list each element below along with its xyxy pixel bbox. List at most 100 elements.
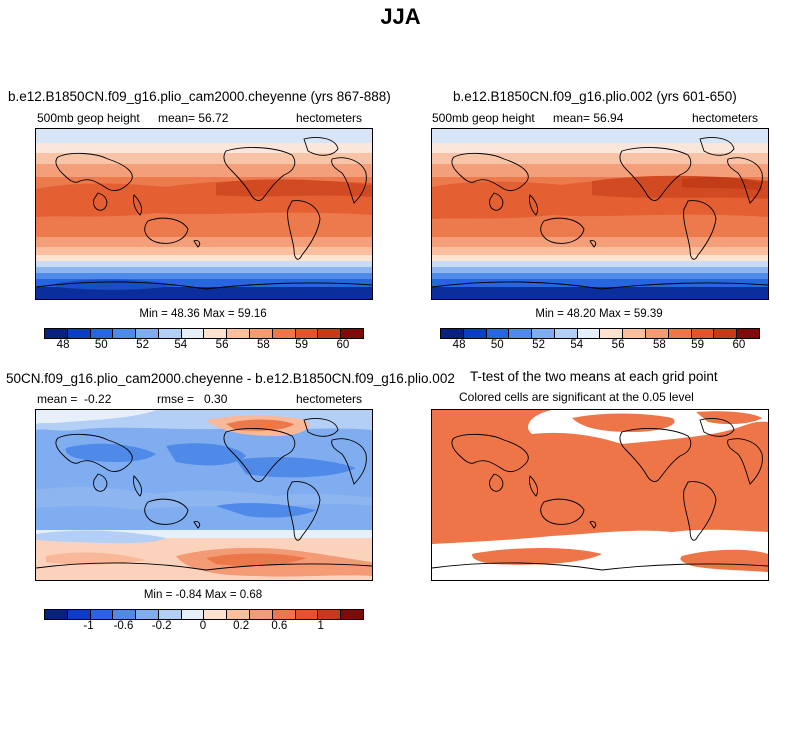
figure-title: JJA (380, 4, 421, 29)
cbar3-tick: 0 (199, 620, 207, 632)
colorbar-swatch (531, 329, 554, 338)
cbar2-tick: 60 (732, 339, 746, 351)
panel2-title: b.e12.B1850CN.f09_g16.plio.002 (yrs 601-… (453, 89, 737, 104)
panel4-map (431, 409, 769, 581)
colorbar-swatch (203, 610, 227, 619)
panel3-min-label: Min = (143, 589, 173, 601)
colorbar-swatch (66, 610, 90, 619)
panel1-units: hectometers (296, 111, 363, 125)
panel1-max-label: Max = (203, 308, 235, 320)
colorbar-swatch (508, 329, 532, 338)
panel2-variable: 500mb geop height (432, 111, 535, 125)
panel2-colorbar-labels: 48 50 52 54 56 58 59 60 (440, 339, 758, 353)
panel1-mean: mean= 56.72 (158, 111, 228, 125)
colorbar-swatch (271, 610, 295, 619)
colorbar-swatch (622, 329, 646, 338)
cbar3-tick: 0.2 (233, 620, 250, 632)
colorbar-swatch (294, 329, 318, 338)
cbar1-tick: 59 (295, 339, 308, 351)
colorbar-swatch (441, 329, 463, 338)
panel2-map-svg (432, 129, 768, 299)
panel3-units: hectometers (296, 392, 363, 406)
panel2-map (431, 128, 769, 300)
cbar2-tick: 56 (611, 339, 625, 351)
colorbar-swatch (294, 610, 318, 619)
panel2-minmax: Min = 48.20 Max = 59.39 (431, 308, 767, 320)
panel4-subtitle: Colored cells are significant at the 0.0… (459, 390, 694, 404)
colorbar-swatch (157, 610, 181, 619)
cbar3-tick: -0.2 (151, 620, 172, 632)
panel3-mean: mean = -0.22 (37, 392, 111, 406)
panel3-map-svg (36, 410, 372, 580)
cbar2-tick: 48 (452, 339, 466, 351)
panel3-max-value: 0.68 (239, 589, 263, 601)
panel2-min-label: Min = (535, 308, 564, 320)
panel1-variable: 500mb geop height (37, 111, 140, 125)
colorbar-swatch (89, 329, 113, 338)
cbar3-tick: 0.6 (271, 620, 288, 632)
colorbar-swatch (553, 329, 577, 338)
panel1-map (35, 128, 373, 300)
colorbar-swatch (249, 329, 272, 338)
cbar2-tick: 52 (532, 339, 545, 351)
colorbar-swatch (340, 610, 363, 619)
cbar2-tick: 59 (691, 339, 704, 351)
colorbar-swatch (317, 329, 341, 338)
colorbar-swatch (135, 329, 158, 338)
colorbar-swatch (690, 329, 714, 338)
panel3-colorbar (44, 609, 364, 620)
cbar2-tick: 58 (653, 339, 666, 351)
panel2-max-label: Max = (599, 308, 631, 320)
panel1-minmax: Min = 48.36 Max = 59.16 (35, 308, 371, 320)
colorbar-swatch (645, 329, 668, 338)
cbar1-tick: 52 (136, 339, 149, 351)
colorbar-swatch (317, 610, 341, 619)
cbar1-tick: 50 (94, 339, 108, 351)
panel1-min-label: Min = (139, 308, 168, 320)
panel1-colorbar (44, 328, 364, 339)
cbar2-tick: 54 (570, 339, 584, 351)
panel1-map-svg (36, 129, 372, 299)
colorbar-swatch (226, 610, 250, 619)
panel3-mean-value: -0.22 (84, 392, 112, 406)
cbar2-tick: 50 (490, 339, 504, 351)
panel3-min-value: -0.84 (175, 589, 202, 601)
colorbar-swatch (462, 329, 486, 338)
colorbar-swatch (226, 329, 250, 338)
cbar1-tick: 48 (56, 339, 70, 351)
colorbar-swatch (157, 329, 181, 338)
panel3-rmse-value: 0.30 (204, 392, 228, 406)
colorbar-swatch (45, 329, 67, 338)
colorbar-swatch (576, 329, 600, 338)
panel3-rmse-label: rmse = (157, 392, 195, 406)
colorbar-swatch (271, 329, 295, 338)
panel1-max-value: 59.16 (237, 308, 267, 320)
colorbar-swatch (180, 610, 204, 619)
panel4-title: T-test of the two means at each grid poi… (470, 369, 718, 384)
panel2-mean-value: 56.94 (593, 111, 624, 125)
colorbar-swatch (112, 329, 136, 338)
colorbar-swatch (736, 329, 759, 338)
colorbar-swatch (599, 329, 623, 338)
colorbar-swatch (180, 329, 204, 338)
panel3-max-label: Max = (204, 589, 237, 601)
colorbar-swatch (66, 329, 90, 338)
panel3-mean-label: mean = (37, 392, 78, 406)
colorbar-swatch (713, 329, 737, 338)
panel2-max-value: 59.39 (633, 308, 663, 320)
colorbar-swatch (135, 610, 158, 619)
panel1-mean-value: 56.72 (198, 111, 229, 125)
panel4-map-svg (432, 410, 768, 580)
colorbar-swatch (485, 329, 509, 338)
panel3-colorbar-labels: -1 -0.6 -0.2 0 0.2 0.6 1 (44, 620, 362, 634)
panel1-mean-label: mean= (158, 111, 196, 125)
colorbar-swatch (89, 610, 113, 619)
panel2-mean: mean= 56.94 (553, 111, 623, 125)
panel3-map (35, 409, 373, 581)
panel3-title: 50CN.f09_g16.plio_cam2000.cheyenne - b.e… (6, 371, 455, 386)
panel3-rmse: rmse = 0.30 (157, 392, 227, 406)
cbar1-tick: 58 (257, 339, 270, 351)
panel2-colorbar (440, 328, 760, 339)
cbar1-tick: 54 (174, 339, 188, 351)
panel1-colorbar-labels: 48 50 52 54 56 58 59 60 (44, 339, 362, 353)
